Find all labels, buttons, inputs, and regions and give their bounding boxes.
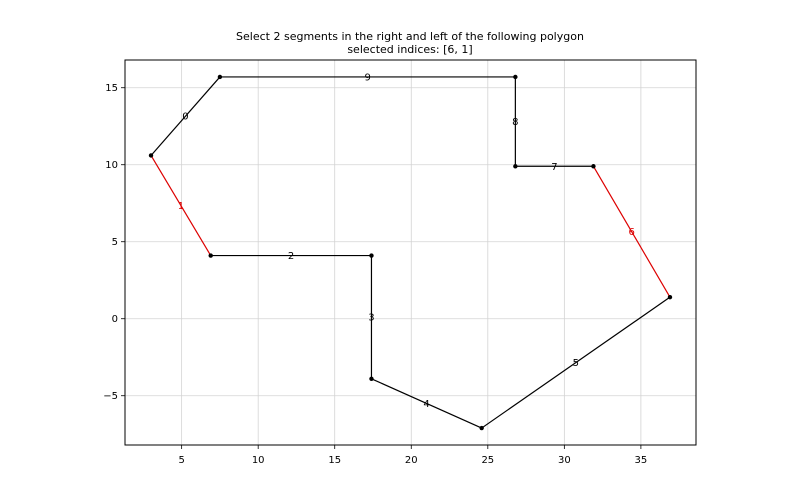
polygon-segment-0: [150, 76, 221, 156]
y-tick-label: 5: [112, 237, 118, 248]
segment-label-0: 0: [182, 112, 188, 123]
polygon-vertex: [148, 153, 154, 158]
segment-label-2: 2: [288, 251, 294, 262]
polygon-vertices: [148, 74, 673, 431]
x-tick-label: 35: [635, 455, 648, 466]
chart-title-line-2: selected indices: [6, 1]: [347, 43, 472, 56]
segment-label-3: 3: [368, 313, 374, 324]
polygon-vertex: [513, 74, 518, 80]
segment-labels: 0 1 2 3 4 5 6 7 8 9: [178, 72, 635, 409]
x-tick-label: 30: [558, 455, 571, 466]
polygon-segment-5: [481, 296, 671, 429]
polygon-segment-6: [592, 165, 671, 298]
plot-area-frame: [124, 59, 697, 446]
polygon-segment-4: [371, 378, 482, 429]
segment-label-5: 5: [573, 358, 579, 369]
polygon-vertex: [667, 294, 673, 300]
polygon-vertex: [369, 376, 374, 381]
chart-title-line-1: Select 2 segments in the right and left …: [236, 30, 584, 43]
y-tick-label: −5: [103, 391, 118, 402]
polygon-vertex: [479, 425, 484, 431]
polygon-vertex: [208, 253, 213, 258]
polygon-vertex: [369, 253, 374, 258]
y-tick-label: 10: [105, 160, 118, 171]
segment-label-1: 1: [178, 201, 184, 212]
x-axis-ticks: 5 10 15 20 25 30 35: [178, 445, 647, 466]
segment-label-4: 4: [423, 399, 429, 410]
y-tick-label: 0: [112, 314, 118, 325]
segment-label-8: 8: [512, 117, 518, 128]
x-tick-label: 20: [405, 455, 418, 466]
segment-label-6: 6: [629, 227, 635, 238]
x-tick-label: 25: [481, 455, 494, 466]
x-tick-label: 5: [178, 455, 184, 466]
polygon-vertex: [513, 164, 518, 169]
segment-label-7: 7: [551, 162, 557, 173]
grid-lines: [125, 60, 696, 445]
y-axis-ticks: −5 0 5 10 15: [103, 83, 125, 402]
polygon-segment-1: [150, 155, 212, 256]
polygon-vertex: [591, 164, 596, 169]
x-tick-label: 15: [328, 455, 341, 466]
y-tick-label: 15: [105, 83, 118, 94]
segment-label-9: 9: [364, 72, 370, 83]
polygon-segments: [150, 76, 671, 429]
polygon-vertex: [217, 74, 223, 80]
x-tick-label: 10: [252, 455, 265, 466]
